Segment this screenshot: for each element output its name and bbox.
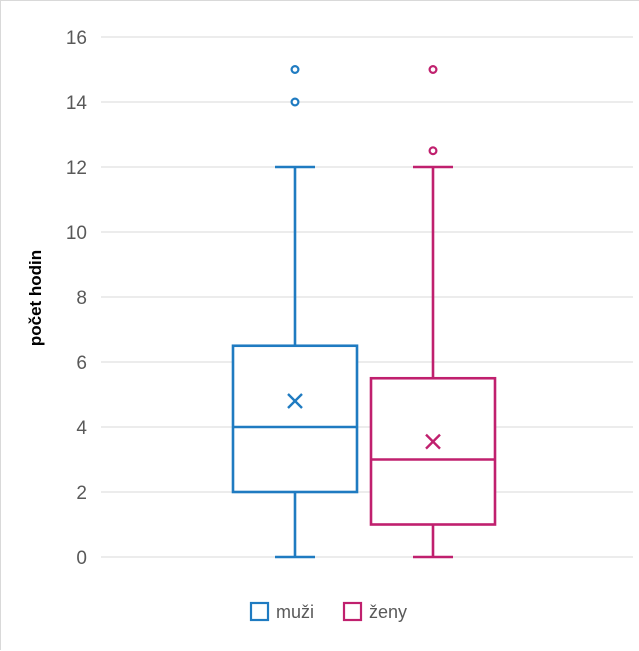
mean-marker <box>425 433 441 450</box>
legend-label: ženy <box>369 602 407 622</box>
legend-label: muži <box>276 602 314 622</box>
interquartile-box <box>231 344 359 494</box>
box-series-1 <box>231 64 359 559</box>
mean-marker <box>287 393 303 409</box>
y-tick-label: 14 <box>66 93 88 114</box>
y-tick-label: 16 <box>66 28 87 49</box>
outlier-point <box>428 146 438 156</box>
y-tick-label: 0 <box>76 548 87 569</box>
y-tick-label: 8 <box>76 288 87 309</box>
box-series <box>231 64 497 559</box>
outlier-point <box>290 64 300 74</box>
interquartile-box <box>369 376 497 526</box>
y-tick-label: 2 <box>76 483 87 504</box>
legend-swatch <box>249 601 270 622</box>
y-axis-title: počet hodin <box>26 250 45 346</box>
y-tick-label: 12 <box>66 158 87 179</box>
outlier-point <box>290 97 300 107</box>
outlier-point <box>428 64 438 74</box>
legend: muži ženy <box>249 601 407 622</box>
y-tick-label: 4 <box>76 418 87 439</box>
legend-item: muži <box>249 601 314 622</box>
legend-item: ženy <box>342 601 407 622</box>
y-tick-label: 10 <box>66 223 87 244</box>
box-series-2 <box>369 64 497 559</box>
legend-swatch <box>342 601 363 622</box>
gridlines <box>101 36 633 558</box>
y-axis-ticks: 0 2 4 6 8 10 12 14 16 <box>66 28 88 569</box>
y-tick-label: 6 <box>76 353 87 374</box>
